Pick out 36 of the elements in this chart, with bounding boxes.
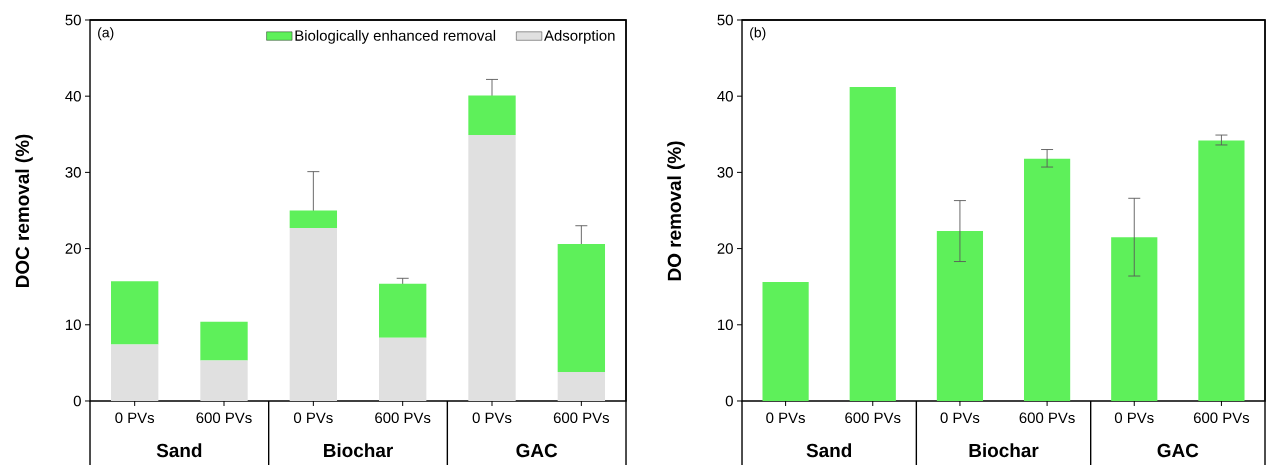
y-tick-label: 10 <box>718 319 733 331</box>
text: Biochar <box>969 443 1039 458</box>
y-tick-label: 0 <box>725 395 733 407</box>
y-tick-label: 50 <box>717 14 733 26</box>
x-tick-label: 600 PVs <box>375 412 431 424</box>
text: GAC <box>516 443 558 458</box>
text: Sand <box>806 443 852 458</box>
x-tick-label: 600 PVs <box>553 412 610 424</box>
y-tick-label: 40 <box>65 90 81 102</box>
x-tick-label: 600 PVs <box>196 412 252 424</box>
y-tick-label: 40 <box>717 90 733 102</box>
text: Biochar <box>324 443 393 458</box>
y-tick-label: 30 <box>717 167 733 178</box>
legend-label: Biologically enhanced removal <box>295 29 496 44</box>
y-tick-label: 30 <box>65 167 81 178</box>
x-tick-label: 600 PVs <box>1193 412 1250 424</box>
x-tick-label: 0 PVs <box>115 412 155 424</box>
y-axis-title: DOC removal (%) <box>15 134 33 288</box>
y-tick-label: 50 <box>65 14 81 26</box>
legend-label: Adsorption <box>544 29 615 44</box>
x-tick-label: 0 PVs <box>1114 412 1154 424</box>
x-tick-label: 600 PVs <box>845 412 901 424</box>
text: Sand <box>156 443 202 458</box>
y-tick-label: 10 <box>66 319 81 331</box>
x-tick-label: 0 PVs <box>766 412 805 424</box>
y-axis-title: DO removal (%) <box>667 141 685 281</box>
y-tick-label: 20 <box>717 243 733 254</box>
x-tick-label: 0 PVs <box>940 412 980 424</box>
y-tick-label: 20 <box>65 243 81 254</box>
x-tick-label: 0 PVs <box>293 412 333 424</box>
annotation: (a) <box>98 27 114 41</box>
text: GAC <box>1157 443 1199 458</box>
annotation: (b) <box>750 27 766 41</box>
x-tick-label: 0 PVs <box>472 412 512 424</box>
y-tick-label: 0 <box>73 395 81 407</box>
x-tick-label: 600 PVs <box>1019 412 1075 424</box>
